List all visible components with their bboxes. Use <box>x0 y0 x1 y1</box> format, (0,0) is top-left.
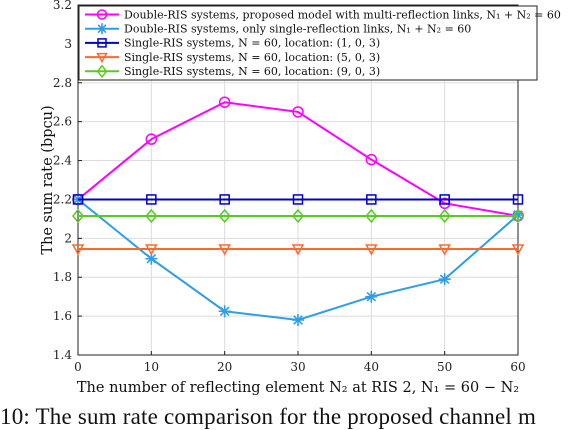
data-point <box>72 194 84 205</box>
x-axis-ticks: 0 10 20 30 40 50 60 <box>74 351 526 374</box>
data-point <box>218 208 231 224</box>
data-point <box>72 208 84 224</box>
x-tick-label: 50 <box>437 360 452 374</box>
legend-label: Double-RIS systems, proposed model with … <box>124 8 561 21</box>
series-5 <box>72 208 524 224</box>
y-tick-label: 2.4 <box>53 154 72 168</box>
x-tick-label: 0 <box>74 360 82 374</box>
data-point <box>219 194 230 205</box>
figure-caption: 10: The sum rate comparison for the prop… <box>0 404 537 429</box>
data-point <box>292 106 304 118</box>
data-point <box>365 244 378 256</box>
data-point <box>96 64 108 78</box>
data-point <box>366 194 377 205</box>
y-tick-label: 1.6 <box>53 309 72 323</box>
data-point <box>292 194 304 205</box>
legend: Double-RIS systems, proposed model with … <box>78 5 561 81</box>
y-tick-label: 3 <box>64 37 72 51</box>
x-tick-label: 30 <box>290 360 305 374</box>
legend-label: Single-RIS systems, N = 60, location: (5… <box>124 51 380 64</box>
data-point <box>145 244 158 256</box>
series-lines <box>71 96 525 326</box>
legend-box <box>78 5 538 81</box>
data-point <box>365 290 378 303</box>
legend-label: Single-RIS systems, N = 60, location: (1… <box>124 37 380 50</box>
data-point <box>438 273 451 286</box>
x-tick-label: 20 <box>217 360 232 374</box>
series-4 <box>71 244 525 256</box>
data-point <box>438 244 451 256</box>
x-tick-label: 60 <box>510 360 525 374</box>
x-axis-label: The number of reflecting element N₂ at R… <box>77 380 519 396</box>
series-3 <box>72 194 524 205</box>
data-point <box>145 208 158 224</box>
y-tick-label: 2 <box>64 231 72 245</box>
data-point <box>512 194 524 205</box>
data-point <box>145 252 158 265</box>
legend-label: Single-RIS systems, N = 60, location: (9… <box>124 65 380 78</box>
data-point <box>218 305 231 318</box>
data-point <box>511 244 525 256</box>
data-point <box>218 244 231 256</box>
data-point <box>146 194 157 205</box>
data-point <box>97 38 107 48</box>
y-tick-label: 3.2 <box>53 0 72 12</box>
y-axis-label: The sum rate (bpcu) <box>40 105 56 254</box>
data-point <box>292 314 304 326</box>
y-tick-label: 2.8 <box>53 76 72 90</box>
data-point <box>365 208 378 224</box>
data-point <box>291 244 305 256</box>
sum-rate-chart: 0 10 20 30 40 50 60 1.4 1.6 1.8 2 2.2 2.4 2.6 2.8 3 3.2… <box>40 0 561 396</box>
data-point <box>438 208 451 224</box>
y-tick-label: 1.8 <box>53 270 72 284</box>
data-point <box>96 23 108 35</box>
data-point <box>96 52 108 64</box>
data-point <box>439 194 450 205</box>
x-tick-label: 40 <box>364 360 379 374</box>
y-tick-label: 1.4 <box>53 348 72 362</box>
y-axis-ticks: 1.4 1.6 1.8 2 2.2 2.4 2.6 2.8 3 3.2 <box>53 0 82 362</box>
data-point <box>96 9 108 20</box>
data-point <box>71 244 85 256</box>
data-point <box>145 133 158 145</box>
x-tick-label: 10 <box>144 360 159 374</box>
data-point <box>218 96 231 108</box>
data-point <box>512 208 524 224</box>
y-tick-label: 2.2 <box>53 192 72 206</box>
data-point <box>365 153 378 166</box>
legend-label: Double-RIS systems, only single-reflecti… <box>124 23 471 36</box>
y-tick-label: 2.6 <box>53 115 72 129</box>
data-point <box>292 208 304 224</box>
